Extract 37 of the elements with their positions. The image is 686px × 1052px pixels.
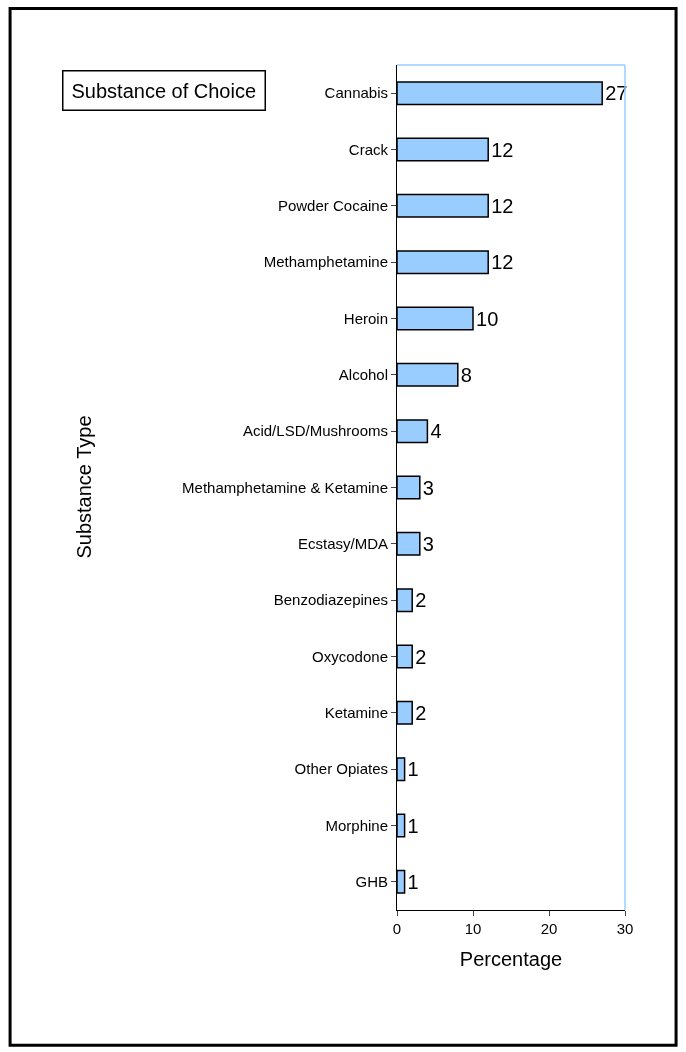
y-tick-label: Ketamine [324, 704, 388, 722]
data-label: 12 [491, 138, 514, 161]
data-label: 2 [415, 589, 427, 612]
y-tick-label: Ecstasy/MDA [297, 535, 388, 553]
x-tick-label: 0 [392, 920, 402, 937]
data-label: 1 [407, 814, 419, 837]
y-axis-title: Substance Type [72, 415, 95, 559]
x-tick-label: 20 [540, 920, 558, 937]
y-tick-label: Other Opiates [294, 760, 388, 778]
data-label: 2 [415, 645, 427, 668]
data-label: 8 [460, 363, 472, 386]
data-label: 12 [491, 251, 514, 274]
x-tick-label: 30 [616, 920, 634, 937]
data-label: 27 [605, 82, 628, 105]
data-label: 10 [476, 307, 499, 330]
data-label: 2 [415, 701, 427, 724]
y-tick-label: Alcohol [338, 366, 388, 384]
y-tick-label: Cannabis [324, 84, 388, 102]
data-label: 12 [491, 194, 514, 217]
y-tick-label: Crack [348, 140, 389, 158]
y-tick-label: Heroin [343, 309, 388, 327]
data-label: 3 [422, 476, 434, 499]
data-label: 1 [407, 870, 419, 893]
y-tick-label: Morphine [325, 816, 388, 834]
y-tick-label: Oxycodone [312, 647, 388, 665]
y-tick-label: Methamphetamine [263, 253, 388, 271]
data-label: 1 [407, 758, 419, 781]
y-tick-label: Acid/LSD/Mushrooms [242, 422, 388, 440]
y-tick-label: Methamphetamine & Ketamine [182, 478, 388, 496]
x-axis-title: Percentage [459, 947, 563, 970]
data-label: 4 [430, 420, 442, 443]
data-label: 3 [422, 532, 434, 555]
y-tick-label: Benzodiazepines [273, 591, 388, 609]
text: Substance of Choice [71, 79, 257, 102]
y-tick-label: GHB [355, 873, 388, 891]
y-tick-label: Powder Cocaine [277, 197, 388, 215]
x-tick-label: 10 [464, 920, 482, 937]
